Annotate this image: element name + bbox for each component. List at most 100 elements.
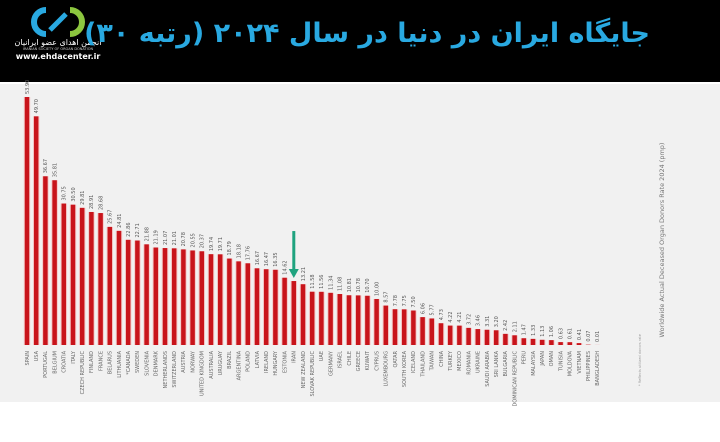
- category-label: ARGENTINA: [236, 350, 242, 380]
- bar-argentina: [236, 261, 241, 345]
- value-label: 28.91: [89, 195, 95, 209]
- value-label: 20.37: [200, 234, 206, 248]
- bar-sweden: [135, 240, 140, 345]
- value-label: 7.78: [393, 295, 399, 306]
- category-label: MOLDOVA: [568, 350, 574, 376]
- category-label: SLOVAK REPUBLIC: [310, 350, 316, 396]
- category-label: MALAYSIA: [531, 350, 537, 375]
- value-label: 20.55: [190, 233, 196, 247]
- value-label: 19.74: [209, 237, 215, 251]
- y-axis-label: Worldwide Actual Deceased Organ Donors R…: [658, 143, 666, 338]
- category-label: ICELAND: [411, 351, 417, 373]
- category-label: NEW ZEALAND: [301, 351, 307, 388]
- bar-sri-lanka: [493, 330, 499, 345]
- bar-usa: [33, 116, 39, 345]
- category-label: NETHERLANDS: [163, 351, 169, 388]
- bar-netherlands: [162, 248, 168, 345]
- bar-portugal: [43, 176, 48, 345]
- value-label: 10.00: [374, 282, 380, 296]
- bar-spain: [24, 97, 30, 345]
- category-label: LUXEMBOURG: [384, 351, 390, 387]
- category-label: CROATIA: [62, 350, 68, 372]
- value-label: 11.08: [338, 277, 344, 291]
- value-label: 22.71: [135, 223, 141, 237]
- bar-saudi-arabia: [484, 329, 490, 345]
- value-label: 3.46: [476, 315, 482, 326]
- bar-austria: [181, 249, 186, 345]
- category-label: PERU: [522, 351, 528, 365]
- category-label: FINLAND: [89, 351, 95, 373]
- bar-ukraine: [475, 329, 481, 345]
- value-label: 0.63: [558, 328, 564, 339]
- value-label: 6.06: [420, 303, 426, 314]
- value-label: 30.50: [71, 187, 77, 201]
- category-label: UAE: [319, 351, 325, 361]
- bar-luxembourg: [383, 305, 389, 345]
- bar-peru: [521, 338, 527, 345]
- category-label: SWITZERLAND: [172, 351, 178, 388]
- bar-mexico: [457, 325, 462, 345]
- value-label: 3.20: [494, 316, 500, 327]
- value-label: 0.07: [586, 331, 592, 342]
- bar-tunisia: [558, 342, 563, 345]
- value-label: 11.56: [319, 274, 325, 288]
- header: انجمن اهدای عضو ایرانیان IRANIAN SOCIETY…: [0, 0, 720, 82]
- arrow-head-icon: [288, 269, 299, 279]
- value-label: 21.01: [172, 231, 178, 245]
- value-label: 22.86: [126, 222, 132, 236]
- value-label: 20.78: [181, 232, 187, 246]
- bar-estonia: [282, 277, 287, 345]
- category-label: HUNGARY: [273, 350, 279, 376]
- value-label: 7.50: [411, 296, 417, 307]
- category-label: AUSTRALIA: [209, 350, 215, 378]
- value-label: 36.67: [43, 159, 49, 173]
- category-label: CYPRUS: [374, 351, 380, 371]
- category-label: IRELAND: [264, 351, 270, 373]
- bar-turkey: [447, 325, 453, 345]
- bar-australia: [208, 254, 214, 345]
- value-label: 13.21: [301, 267, 307, 281]
- category-label: BANGLADESH: [595, 351, 601, 386]
- bar-kuwait: [365, 295, 370, 345]
- bar-greece: [355, 295, 361, 345]
- category-label: ITALY: [71, 350, 77, 364]
- value-label: 4.21: [457, 311, 463, 322]
- bar-oman: [549, 340, 554, 345]
- category-label: BULGARIA: [503, 350, 509, 376]
- value-label: 29.81: [80, 191, 86, 205]
- bar-switzerland: [171, 248, 177, 345]
- category-label: LITHUANIA: [117, 350, 123, 377]
- category-label: VIETNAM: [577, 351, 583, 374]
- bar-italy: [70, 204, 76, 345]
- value-label: 21.88: [144, 227, 150, 241]
- value-label: 35.81: [52, 163, 58, 177]
- bar-czech-republic: [79, 207, 85, 345]
- value-label: 25.67: [108, 210, 114, 224]
- category-label: MEXICO: [457, 351, 463, 371]
- bar-belarus: [107, 226, 113, 345]
- bar-brazil: [227, 258, 232, 345]
- bar-uae: [319, 291, 324, 345]
- category-label: SRI LANKA: [494, 350, 500, 377]
- value-label: 16.47: [264, 252, 270, 266]
- category-label: TUNISIA: [558, 350, 564, 372]
- category-label: OMAN: [549, 351, 555, 367]
- category-label: LATVIA: [255, 350, 261, 368]
- category-label: IRAN: [292, 351, 298, 363]
- bar-hungary: [273, 269, 278, 345]
- value-label: 10.70: [365, 278, 371, 292]
- bar-romania: [466, 327, 471, 345]
- ehda-logo-icon: [31, 7, 85, 37]
- value-label: 18.79: [227, 241, 233, 255]
- bar-new-zealand: [300, 284, 306, 345]
- category-label: USA: [34, 350, 40, 361]
- bar-iran: [291, 281, 297, 345]
- bar-israel: [337, 294, 343, 345]
- value-label: 11.34: [328, 275, 334, 289]
- category-label: TAIWAN: [430, 351, 436, 372]
- chart-note: * Reflects utilized donors rate: [638, 334, 642, 386]
- value-label: 2.11: [512, 321, 518, 332]
- value-label: 30.75: [62, 186, 68, 200]
- bar-qatar: [392, 309, 398, 345]
- bar-japan: [539, 339, 545, 345]
